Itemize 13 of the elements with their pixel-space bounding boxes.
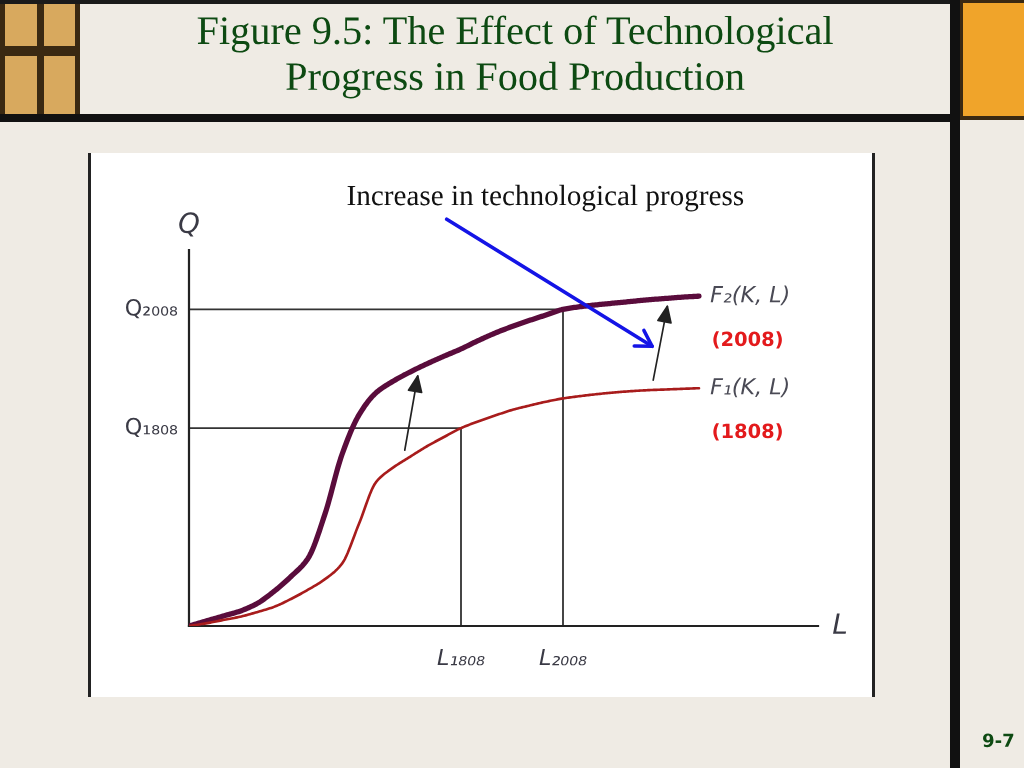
chart-title: Figure 9.5: The Effect of Technological Progress in Food Production — [197, 15, 833, 99]
ref-line-label: Q₁₈₀₈ — [126, 417, 178, 438]
series-label: F₂(K, L) — [710, 285, 788, 306]
y-axis-title: Q — [179, 212, 199, 237]
x-axis-title: L — [833, 613, 847, 634]
text: 9-7 — [983, 733, 1014, 748]
ref-line-label: Q₂₀₀₈ — [126, 299, 178, 319]
x-tick-label: L₁₈₀₈ — [437, 648, 485, 666]
text: Increase in technological progress — [347, 184, 744, 212]
annotation: (2008) — [713, 331, 782, 349]
series-label: F₁(K, L) — [710, 377, 788, 398]
annotation: (1808) — [713, 423, 782, 441]
x-tick-label: L₂₀₀₈ — [539, 648, 587, 666]
